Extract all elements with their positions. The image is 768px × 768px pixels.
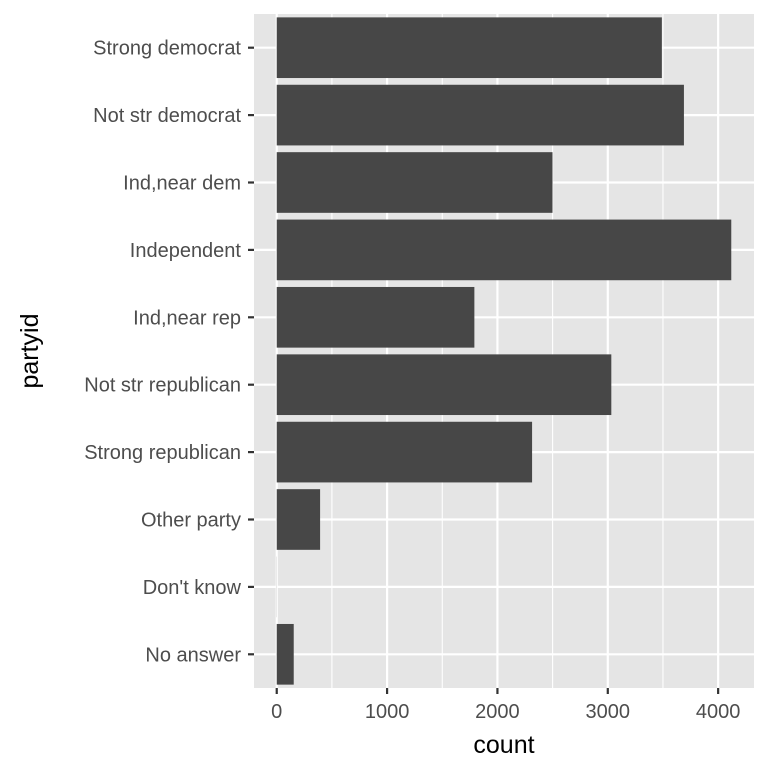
x-tick-label: 3000 [586, 701, 631, 723]
y-tick-label: Don't know [143, 577, 242, 599]
y-tick-label: Strong republican [84, 442, 241, 464]
bar [276, 286, 475, 348]
y-axis: Strong democrat Not str democrat Ind,near … [84, 38, 254, 666]
y-tick-label: Ind,near rep [133, 307, 241, 329]
x-tick-label: 0 [271, 701, 282, 723]
bar [276, 17, 662, 79]
y-tick-label: Other party [141, 510, 241, 532]
y-tick-label: No answer [145, 644, 241, 666]
bar [276, 84, 684, 146]
y-axis-title: partyid [16, 313, 44, 388]
bar [276, 421, 533, 483]
x-tick-label: 4000 [696, 701, 741, 723]
bar [276, 152, 553, 213]
y-tick-label: Not str democrat [93, 105, 241, 127]
bar [276, 219, 732, 281]
y-tick-label: Not str republican [84, 375, 241, 397]
y-tick-label: Ind,near dem [123, 173, 241, 195]
x-axis-title: count [473, 731, 534, 759]
bar [276, 623, 294, 685]
bar [276, 354, 612, 416]
x-axis: 0 1000 2000 3000 4000 [271, 688, 740, 723]
bars [276, 17, 732, 685]
y-tick-label: Strong democrat [93, 38, 241, 60]
x-tick-label: 2000 [475, 701, 520, 723]
y-tick-label: Independent [130, 240, 242, 262]
bar [276, 489, 321, 550]
x-tick-label: 1000 [365, 701, 410, 723]
